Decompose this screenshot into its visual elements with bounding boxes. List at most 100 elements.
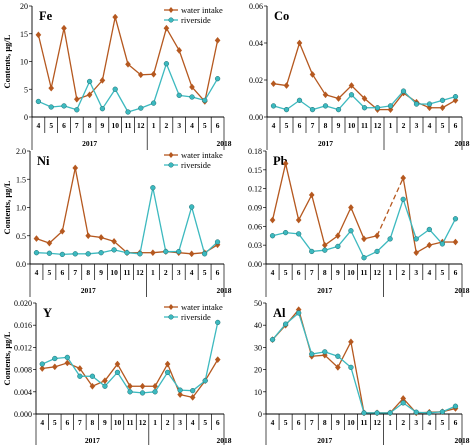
x-tick-label: 12 — [137, 121, 145, 130]
x-tick-label: 3 — [414, 418, 418, 427]
x-tick-label: 7 — [78, 418, 82, 427]
water-intake-series-line — [204, 359, 219, 382]
water-intake-series-line — [50, 28, 65, 89]
water-intake-series-line — [350, 207, 365, 240]
y-tick-label: 0.0 — [16, 260, 26, 269]
riverside-series-line — [299, 99, 313, 111]
x-tick-label: 1 — [388, 268, 392, 277]
riverside-point — [374, 410, 380, 416]
riverside-point — [439, 97, 446, 103]
riverside-point — [426, 101, 433, 107]
riverside-series-line — [272, 323, 287, 341]
x-tick-label: 1 — [389, 121, 393, 130]
riverside-series-line — [91, 375, 106, 387]
water-intake-point — [439, 104, 446, 112]
riverside-point — [201, 251, 208, 257]
panel-pb: 0.000.030.060.090.120.150.184 5 6 7 8 9 10 11 12… — [248, 147, 470, 297]
x-tick-label: 4 — [271, 418, 275, 427]
x-tick-label: 5 — [441, 418, 445, 427]
year-label: 2017 — [81, 286, 96, 295]
water-intake-point — [361, 95, 368, 102]
riverside-point — [177, 387, 183, 393]
x-tick-label: 4 — [272, 121, 276, 130]
riverside-series-line — [204, 241, 218, 255]
water-intake-point — [189, 83, 195, 91]
x-tick-label: 5 — [49, 121, 53, 130]
riverside-series-line — [204, 322, 219, 381]
water-intake-series-line — [116, 363, 131, 387]
y-tick-label: 0.004 — [14, 388, 32, 397]
x-tick-label: 5 — [203, 268, 207, 277]
water-intake-series-line — [298, 194, 313, 221]
y-tick-label: 0.03 — [248, 241, 262, 250]
riverside-series-line — [139, 187, 154, 254]
water-intake-series-line — [101, 16, 116, 81]
y-tick-label: 0.18 — [248, 147, 262, 156]
water-intake-series-line — [113, 240, 128, 254]
x-tick-label: 4 — [40, 418, 44, 427]
legend-label: water intake — [181, 5, 223, 15]
legend-swatch-marker — [168, 162, 174, 168]
water-intake-point — [335, 232, 341, 240]
x-tick-label: 12 — [139, 418, 147, 427]
x-tick-label: 8 — [324, 121, 328, 130]
riverside-point — [202, 97, 208, 103]
water-intake-point — [214, 356, 221, 364]
water-intake-point — [72, 164, 79, 172]
y-tick-label: 50 — [254, 299, 262, 308]
water-intake-point — [348, 204, 354, 211]
y-tick-label: 0.02 — [249, 76, 263, 85]
water-intake-point — [309, 71, 316, 78]
riverside-point — [176, 92, 182, 99]
x-tick-label: 5 — [203, 418, 207, 427]
y-tick-label: 0.06 — [249, 2, 263, 11]
riverside-point — [296, 97, 303, 103]
riverside-point — [33, 250, 40, 256]
water-intake-point — [33, 235, 40, 242]
riverside-point — [348, 364, 354, 371]
y-tick-label: 40 — [254, 321, 262, 330]
water-intake-point — [163, 24, 170, 32]
riverside-point — [102, 383, 108, 389]
x-tick-label: 2 — [401, 418, 405, 427]
riverside-point — [309, 248, 315, 255]
riverside-point — [269, 233, 276, 239]
x-tick-label: 3 — [178, 418, 182, 427]
water-intake-series-line — [63, 28, 78, 100]
x-tick-label: 5 — [48, 268, 52, 277]
water-intake-series-line — [337, 341, 352, 368]
x-tick-label: 12 — [136, 268, 144, 277]
water-intake-point — [214, 36, 221, 44]
riverside-point — [348, 228, 354, 234]
y-tick-label: 0.000 — [14, 410, 32, 419]
riverside-point — [114, 369, 121, 376]
legend-label: riverside — [181, 312, 211, 322]
x-tick-label: 4 — [191, 418, 195, 427]
water-intake-point — [321, 241, 328, 249]
x-tick-label: 8 — [323, 418, 327, 427]
x-tick-label: 8 — [88, 121, 92, 130]
x-tick-label: 11 — [361, 121, 368, 130]
x-tick-label: 10 — [348, 121, 356, 130]
riverside-series-line — [285, 312, 300, 325]
riverside-series-line — [337, 230, 352, 247]
y-tick-label: 0.5 — [16, 232, 26, 241]
water-intake-point — [150, 70, 157, 78]
riverside-point — [374, 105, 381, 111]
riverside-series-line — [191, 206, 206, 255]
x-tick-label: 9 — [336, 268, 340, 277]
element-label: Al — [273, 306, 286, 320]
water-intake-point — [51, 363, 58, 371]
water-intake-series-line — [152, 28, 168, 75]
riverside-point — [374, 248, 380, 255]
riverside-point — [164, 369, 171, 376]
water-intake-point — [400, 174, 407, 182]
riverside-series-line — [298, 312, 313, 355]
riverside-point — [72, 251, 78, 257]
riverside-series-line — [192, 380, 206, 392]
year-label: 2018 — [455, 286, 470, 295]
